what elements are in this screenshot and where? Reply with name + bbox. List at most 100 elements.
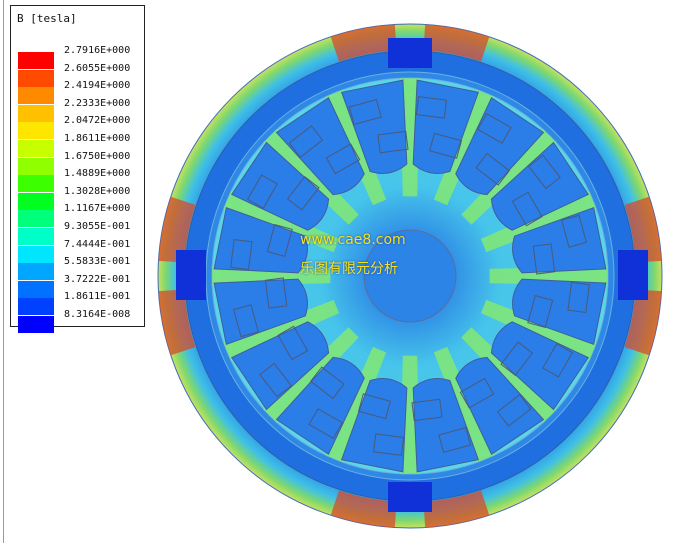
coil-outline [286,176,320,211]
coil-outline [542,343,574,378]
hotspot [158,196,196,263]
legend-swatch [18,280,54,298]
saturation-hotspots [158,24,662,528]
rotor-tooth [433,346,495,463]
rotor-tooth [212,266,331,286]
rotor-tooth [263,327,359,423]
hotspot [624,196,662,263]
pole-block-right [618,250,648,300]
rotor-tooth [461,327,557,423]
legend-level-label: 5.5833E-001 [64,256,131,268]
coil-outline [415,96,448,119]
coil-outline [259,362,292,398]
rotor-tooth [480,299,597,361]
coil-outline [528,154,561,190]
legend-swatch [18,263,54,281]
legend-level-label: 2.2333E+000 [64,97,131,109]
rotor-tooth [223,191,340,253]
legend-swatch [18,245,54,263]
shaft [363,229,457,323]
legend-level-label: 2.6055E+000 [64,62,131,74]
legend-level-label: 2.4194E+000 [64,80,131,92]
stator-pole [412,378,480,473]
legend-swatch [18,298,54,316]
legend-level-label: 3.7222E-001 [64,273,131,285]
coil-outline [310,366,345,400]
legend: B [tesla] 2.7916E+000 2.6055E+000 2.4194E+… [10,5,145,333]
coil-outline [348,99,382,125]
stator-pole [275,356,365,455]
coil-outline [561,214,587,248]
legend-level-label: 1.6750E+000 [64,150,131,162]
legend-swatch [18,157,54,175]
coil-outline [266,223,293,257]
coil-outline [429,132,463,159]
legend-title: B [tesla] [17,12,77,25]
hotspot [423,24,490,62]
coil-outline [233,304,259,338]
rotor-tooth [461,129,557,225]
rotor-tooth [263,129,359,225]
rotor-teeth [212,78,608,474]
coil-outline [372,433,405,456]
coil-outline [277,325,309,361]
legend-level-label: 1.8611E+000 [64,133,131,144]
watermark-url: www.cae8.com [300,232,406,248]
hotspot [423,490,490,528]
legend-swatch [18,228,54,245]
coil-outlines [230,96,590,456]
coil-outline [308,408,343,440]
coil-outline [511,191,543,227]
rotor-tooth [489,266,608,286]
stator-pole [275,97,365,196]
coil-outline [475,152,510,186]
watermark-text: 乐图有限元分析 [300,261,398,277]
coil-outline [459,377,495,409]
coil-outline [288,125,324,158]
legend-swatch [18,175,54,193]
legend-swatch [18,69,54,87]
legend-level-label: 2.0472E+000 [64,115,131,127]
stator-pole [490,141,589,231]
legend-swatch [18,210,54,228]
hotspot [158,289,196,356]
coil-outline [264,277,288,309]
stator-pole [340,79,408,174]
coil-outline [527,295,554,329]
legend-level-label: 7.4444E-001 [64,238,131,250]
legend-level-label: 1.1167E+000 [64,203,131,215]
legend-swatch [18,52,54,69]
stator-pole [455,356,545,455]
legend-level-label: 8.3164E-008 [64,309,131,320]
coil-outline [411,398,443,422]
rotor-tooth [325,346,387,463]
legend-swatch [18,122,54,140]
legend-swatch [18,87,54,105]
legend-level-label: 9.3055E-001 [64,221,131,232]
coil-outline [438,427,472,453]
stator-pole [490,321,589,411]
legend-level-label: 1.8611E-001 [64,291,131,303]
rotor-tooth [325,89,387,206]
pole-block-left [176,250,206,300]
stator-pole [455,97,545,196]
legend-swatch [18,316,54,333]
coil-outline [532,243,556,275]
hotspot [330,490,397,528]
legend-swatch [18,192,54,210]
legend-level-label: 1.4889E+000 [64,168,131,180]
coil-outline [246,174,278,209]
coil-outline [377,130,409,154]
legend-level-label: 1.3028E+000 [64,185,131,197]
coil-outline [496,394,532,427]
stator-pole [231,141,330,231]
legend-level-label: 2.7916E+000 [64,45,131,56]
coil-outline [230,238,253,271]
rotor-tooth [400,78,420,197]
legend-swatch [18,104,54,122]
rotor-tooth [480,191,597,253]
stator-pole [231,321,330,411]
window-border [3,0,4,543]
rotor-tooth [223,299,340,361]
